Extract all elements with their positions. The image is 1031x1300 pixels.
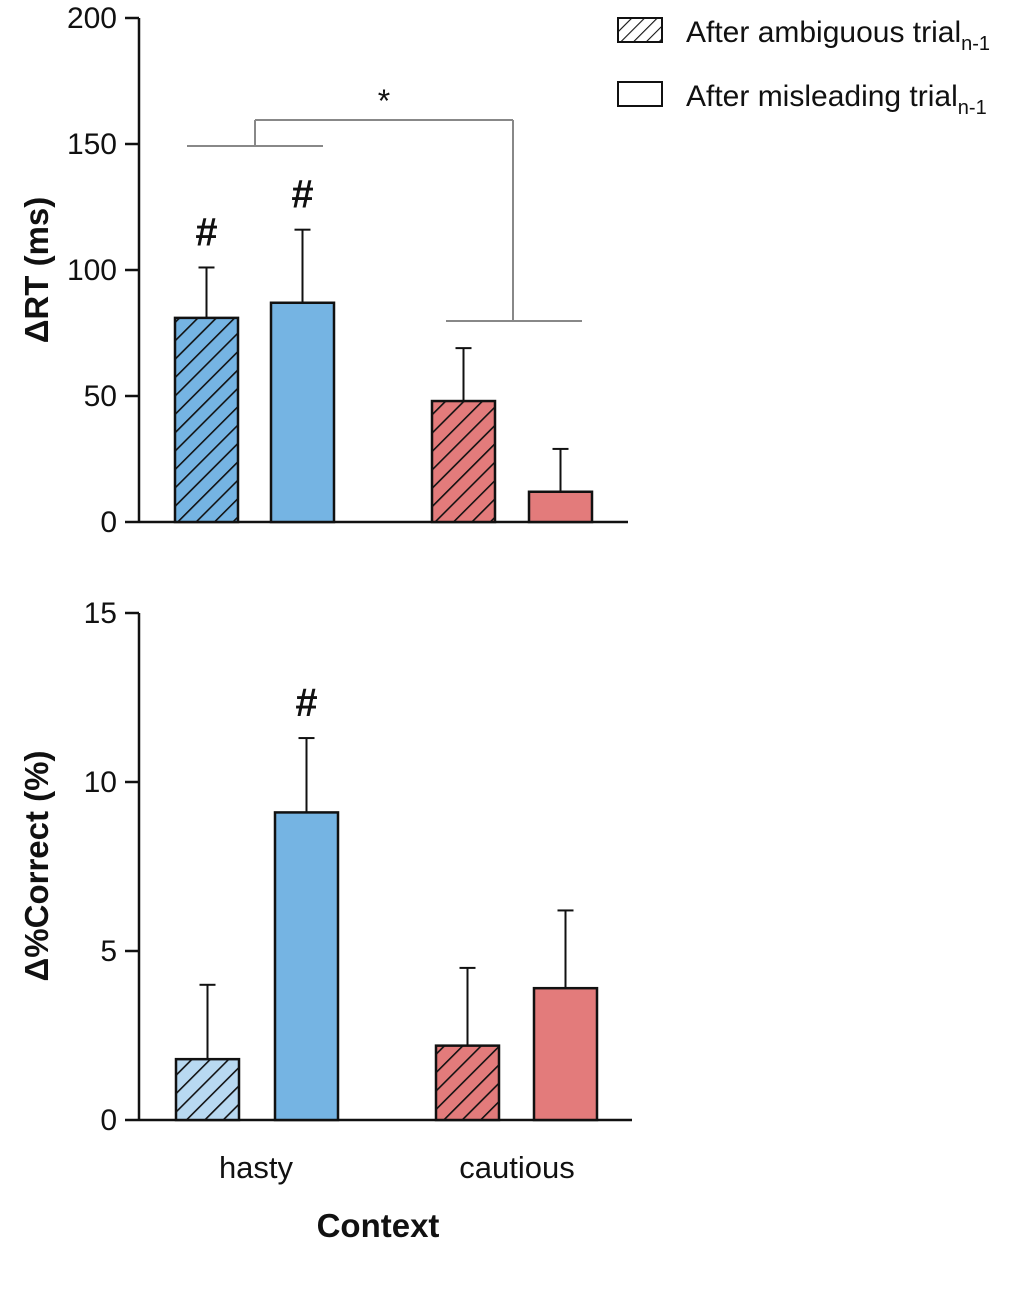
correct-chart: 0 5 10 15 Δ%Correct (%) # hasty cautious Co…	[18, 597, 632, 1244]
category-label-hasty: hasty	[219, 1150, 294, 1185]
correct-bar-hasty-s0	[174, 1057, 241, 1122]
rt-significance-bracket: *	[187, 83, 582, 322]
legend-swatch-hatched	[617, 17, 663, 43]
rt-y-tick-label-200: 200	[67, 2, 117, 35]
correct-y-tick-label-0: 0	[100, 1104, 117, 1137]
legend: After ambiguous trialn-1 After misleadin…	[617, 16, 990, 119]
correct-y-axis-title: Δ%Correct (%)	[18, 751, 55, 982]
correct-y-tick-label-15: 15	[84, 597, 117, 630]
correct-bar-cautious-s0	[434, 1044, 501, 1122]
rt-bar-cautious-s0	[430, 399, 497, 524]
correct-y-tick-label-10: 10	[84, 766, 117, 799]
category-label-cautious: cautious	[459, 1150, 574, 1185]
rt-hash-mark-hasty-s0: #	[195, 210, 217, 254]
rt-bar-hasty-s1	[269, 301, 336, 524]
correct-bar-cautious-s1	[532, 986, 599, 1122]
legend-label-ambiguous: After ambiguous trialn-1	[686, 16, 990, 55]
correct-bars: #	[174, 681, 599, 1122]
legend-entry-misleading: After misleading trialn-1	[617, 80, 987, 119]
rt-bars: ##	[173, 173, 594, 524]
legend-swatch-solid	[617, 81, 663, 107]
x-axis-title: Context	[317, 1207, 440, 1244]
rt-y-tick-label-50: 50	[84, 380, 117, 413]
correct-y-tick-label-5: 5	[100, 935, 117, 968]
rt-y-tick-label-100: 100	[67, 254, 117, 287]
correct-bar-hasty-s1	[273, 811, 340, 1122]
legend-entry-ambiguous: After ambiguous trialn-1	[617, 16, 990, 55]
rt-hash-mark-hasty-s1: #	[291, 173, 313, 217]
rt-bar-cautious-s1	[527, 490, 594, 524]
rt-bar-hasty-s0	[173, 316, 240, 524]
rt-y-ticks: 0 50 100 150 200	[67, 2, 139, 539]
legend-label-misleading: After misleading trialn-1	[686, 80, 987, 119]
correct-y-ticks: 0 5 10 15	[84, 597, 139, 1137]
correct-hash-mark-hasty-s1: #	[295, 681, 317, 725]
rt-significance-star: *	[378, 83, 390, 119]
rt-y-axis-title: ΔRT (ms)	[18, 197, 55, 344]
rt-y-tick-label-150: 150	[67, 128, 117, 161]
rt-y-tick-label-0: 0	[100, 506, 117, 539]
